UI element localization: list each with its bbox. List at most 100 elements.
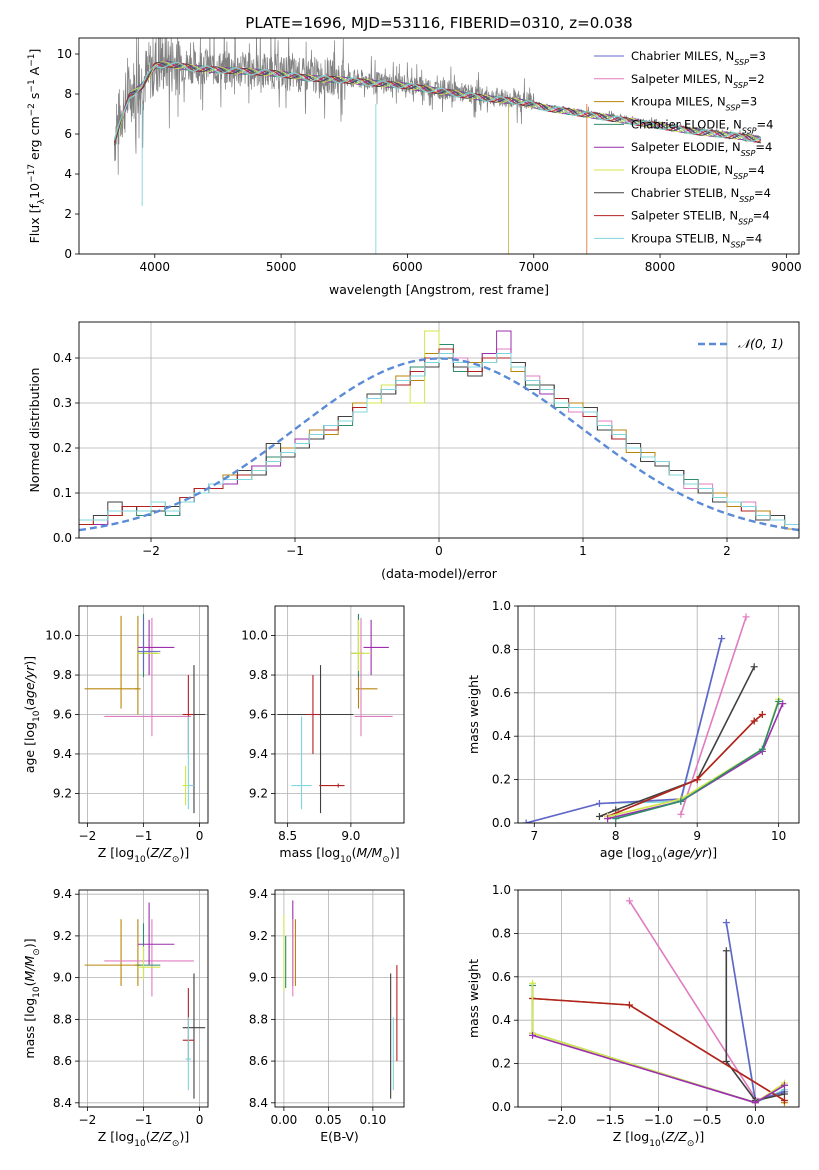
mass-weight-line-chabrier_miles bbox=[525, 638, 723, 823]
label-part: Normed distribution bbox=[27, 368, 42, 493]
legend-label-main: Chabrier MILES, N bbox=[631, 49, 734, 63]
legend-label-tail: =4 bbox=[745, 231, 762, 245]
y-tick-label: 8.8 bbox=[53, 1012, 72, 1026]
axes-frame bbox=[274, 605, 405, 824]
label-part: age/yr bbox=[667, 845, 708, 860]
legend-label: Kroupa MILES, NSSP=3 bbox=[631, 95, 757, 113]
legend-label-tail: =2 bbox=[748, 72, 765, 86]
label-part: λ bbox=[37, 198, 47, 204]
x-tick-label: −2 bbox=[79, 1113, 97, 1127]
legend-label: Salpeter MILES, NSSP=2 bbox=[631, 72, 765, 90]
label-part: Z [log bbox=[98, 1129, 134, 1144]
mass-weight-line-salpeter_miles bbox=[680, 616, 747, 815]
legend-label-tail: =4 bbox=[753, 209, 770, 223]
y-tick-label: 9.8 bbox=[249, 668, 268, 682]
axes-residuals: −2 −1 0 1 2 0.0 0.1 0.2 0.3 0.4 (data-model)/error… bbox=[27, 321, 800, 581]
label-part: )] bbox=[22, 938, 37, 948]
x-tick-label: −1.5 bbox=[595, 1113, 624, 1127]
x-tick-label: 0 bbox=[196, 829, 204, 843]
label-part: )] bbox=[694, 1129, 704, 1144]
axes-frame bbox=[78, 605, 209, 824]
mass_weight_vs_age-plot-area bbox=[522, 613, 787, 823]
legend-label: Chabrier STELIB, NSSP=4 bbox=[631, 186, 771, 204]
y-axis-label: Flux [fλ10−17 erg cm−2 s−1 A−1] bbox=[27, 49, 47, 244]
label-part: M/M bbox=[22, 955, 37, 981]
y-tick-label: 1.0 bbox=[492, 599, 511, 613]
x-tick-label: −0.5 bbox=[692, 1113, 721, 1127]
y-tick-label: 9.4 bbox=[53, 887, 72, 901]
y-tick-label: 0.4 bbox=[492, 729, 511, 743]
legend-label-main: Kroupa STELIB, N bbox=[631, 231, 731, 245]
label-part: 10 bbox=[32, 986, 42, 998]
label-part: Flux [f bbox=[27, 204, 42, 244]
legend-label-tail: =4 bbox=[754, 186, 771, 200]
label-part: −1 bbox=[27, 79, 37, 92]
label-part: ⊙ bbox=[32, 948, 42, 956]
axes-mass_weight_vs_Z: −2.0 −1.5 −1.0 −0.5 0.0 0.0 0.2 0.4 0.6 0.8 1.0 Z [… bbox=[466, 883, 800, 1149]
x-tick-label: 4000 bbox=[140, 260, 171, 274]
label-part: age [log bbox=[600, 845, 651, 860]
label-part: mass weight bbox=[466, 675, 481, 754]
legend-label-tail: =4 bbox=[757, 117, 774, 131]
label-part: age/yr bbox=[22, 665, 37, 706]
mass_vs_ebv-plot-area bbox=[283, 900, 398, 1099]
mass-weight-line-chabrier_elodie bbox=[615, 701, 780, 820]
x-axis-label: E(B-V) bbox=[320, 1129, 359, 1144]
legend: Chabrier MILES, N SSP =3 Salpeter MILES, NS… bbox=[594, 49, 773, 249]
legend-label-tail: =3 bbox=[740, 95, 757, 109]
axes-spectrum: 4000 5000 6000 7000 8000 9000 0 2 4 6 8 10 PLATE=169… bbox=[27, 14, 802, 297]
y-tick-label: 10.0 bbox=[241, 629, 268, 643]
x-tick-label: 8.5 bbox=[278, 829, 297, 843]
label-part: age [log bbox=[22, 722, 37, 773]
x-tick-label: 0.0 bbox=[746, 1113, 765, 1127]
x-tick-label: 5000 bbox=[266, 260, 297, 274]
x-tick-label: −1.0 bbox=[644, 1113, 673, 1127]
legend-label-main: Kroupa MILES, N bbox=[631, 95, 726, 109]
legend-label: Salpeter STELIB, NSSP=4 bbox=[631, 209, 770, 227]
x-tick-label: −1 bbox=[135, 829, 153, 843]
x-axis-label: Z [log10(Z/Z⊙)] bbox=[98, 845, 189, 865]
label-part: −1 bbox=[27, 54, 37, 67]
age_vs_Z-plot-area bbox=[84, 613, 206, 814]
label-part: erg cm bbox=[27, 116, 42, 164]
model-line-kroupa_stelib bbox=[113, 61, 762, 142]
model-line-kroupa_elodie bbox=[113, 61, 762, 145]
y-tick-label: 0.3 bbox=[53, 396, 72, 410]
chart-title: PLATE=1696, MJD=53116, FIBERID=0310, z=0… bbox=[245, 14, 632, 32]
x-tick-label: −2 bbox=[79, 829, 97, 843]
label-part: ⊙ bbox=[382, 855, 390, 865]
x-tick-label: 0.00 bbox=[271, 1113, 298, 1127]
legend-label-main: Chabrier ELODIE, N bbox=[631, 117, 742, 131]
label-part: Z [log bbox=[613, 1129, 649, 1144]
y-tick-label: 9.0 bbox=[53, 971, 72, 985]
x-tick-label: 0.10 bbox=[360, 1113, 387, 1127]
y-tick-label: 2 bbox=[64, 207, 72, 221]
label-part: 10 bbox=[340, 855, 352, 865]
x-tick-label: −2.0 bbox=[547, 1113, 576, 1127]
axes-mass_vs_Z: −2 −1 08.48.68.89.09.29.4Z [log10(Z/Z⊙)]ma… bbox=[22, 887, 209, 1149]
x-tick-label: 6000 bbox=[392, 260, 423, 274]
y-tick-label: 9.0 bbox=[249, 971, 268, 985]
x-tick-label: 7000 bbox=[518, 260, 549, 274]
histogram-plot-area bbox=[79, 330, 799, 532]
axes-mass_vs_ebv: 0.00 0.05 0.10 8.4 8.6 8.8 9.0 9.2 9.4 E(B-V) bbox=[249, 887, 405, 1144]
label-part: )] bbox=[179, 845, 189, 860]
label-part: )] bbox=[179, 1129, 189, 1144]
label-part: ( bbox=[22, 706, 37, 711]
label-part: 10 bbox=[651, 855, 663, 865]
label-part: 10 bbox=[27, 183, 42, 199]
legend-label-sub: SSP bbox=[733, 172, 748, 181]
x-tick-label: 1 bbox=[579, 544, 587, 558]
label-part: )] bbox=[22, 656, 37, 666]
y-tick-label: 10 bbox=[57, 47, 72, 61]
y-tick-label: 9.2 bbox=[53, 786, 72, 800]
age_vs_mass-plot-area bbox=[277, 613, 393, 814]
y-tick-label: 9.4 bbox=[53, 747, 72, 761]
axes-age_vs_mass: 8.5 9.0 9.2 9.4 9.6 9.8 10.0 mass [log10(M/M⊙)] bbox=[241, 605, 405, 865]
y-tick-label: 0.8 bbox=[492, 926, 511, 940]
label-part: Z/Z bbox=[150, 845, 173, 860]
x-axis-label: mass [log10(M/M⊙)] bbox=[279, 845, 399, 865]
y-tick-label: 8.6 bbox=[53, 1054, 72, 1068]
mass-weight-line-chabrier_stelib bbox=[599, 666, 755, 818]
y-tick-label: 0.4 bbox=[53, 351, 72, 365]
